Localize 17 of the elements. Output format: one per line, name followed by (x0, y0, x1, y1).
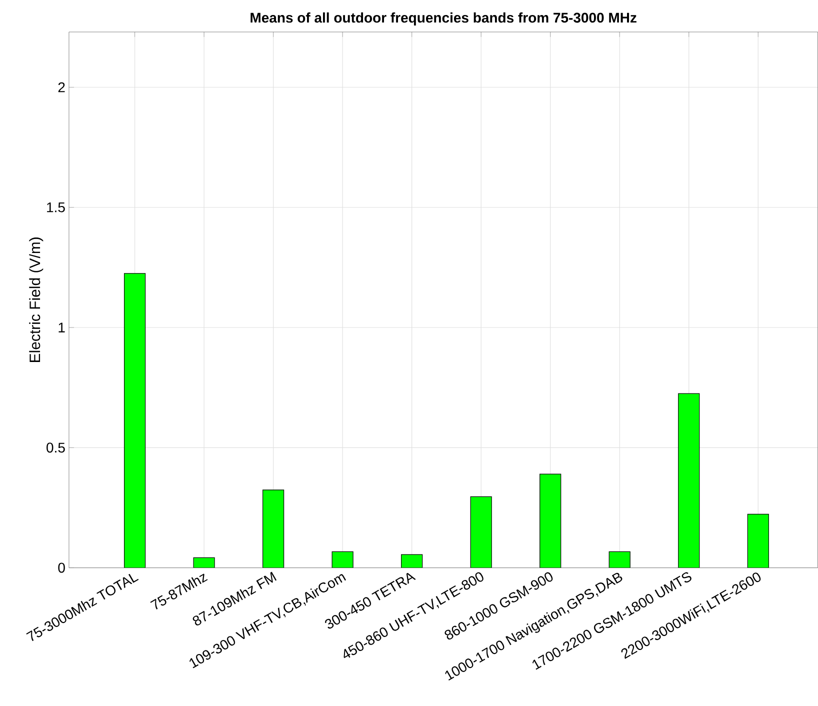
bar (470, 496, 492, 568)
y-tick-label: 0 (58, 562, 65, 573)
y-axis-title: Electric Field (V/m) (29, 238, 44, 362)
bar (124, 273, 146, 568)
bar (193, 558, 215, 568)
bar (332, 552, 354, 568)
y-tick-label: 2 (58, 82, 65, 92)
chart-title: Means of all outdoor frequencies bands from 75-3000 MHz (250, 12, 636, 26)
bar (262, 490, 284, 568)
bar (401, 554, 423, 568)
bar (678, 393, 700, 568)
y-tick-label: 1 (58, 322, 65, 332)
bar (747, 514, 769, 568)
y-tick-label: 1.5 (47, 202, 65, 212)
bar (608, 552, 630, 568)
y-tick-label: 0.5 (46, 442, 65, 453)
bar (540, 474, 562, 568)
